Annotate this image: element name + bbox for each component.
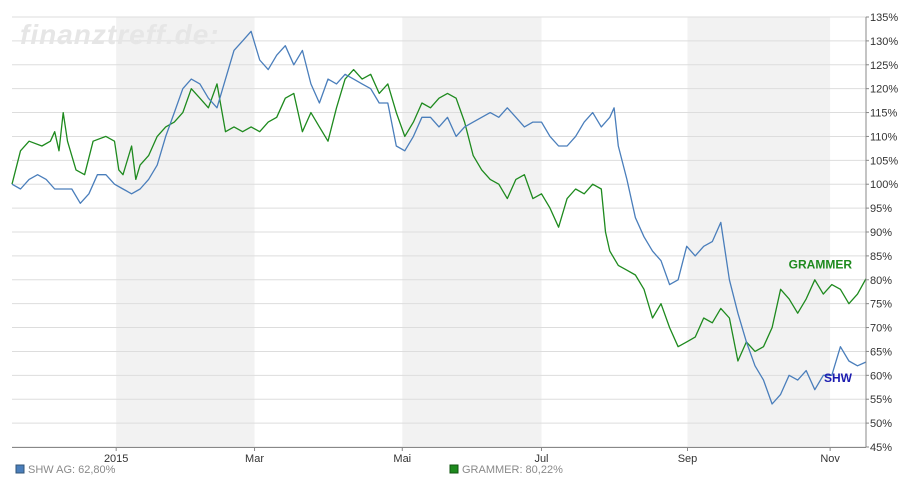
legend-label-shw: SHW AG: 62,80% (28, 464, 116, 476)
legend-label-grammer: GRAMMER: 80,22% (462, 464, 563, 476)
y-tick-label: 70% (870, 323, 892, 335)
y-tick-label: 65% (870, 346, 892, 358)
grid-lines (12, 16, 866, 448)
y-axis-ticks: 135% 130% 125% 120% 115% 110% 105% 100% 95% 90% 85… (866, 12, 898, 454)
y-tick-label: 125% (870, 60, 898, 72)
y-tick-label: 60% (870, 370, 892, 382)
y-tick-label: 135% (870, 12, 898, 24)
y-tick-label: 80% (870, 275, 892, 287)
series-line-shw (11, 30, 867, 405)
series-labels: GRAMMER SHW (789, 258, 853, 385)
x-tick-label: Sep (678, 453, 698, 465)
x-tick-label: Mar (245, 453, 264, 465)
series-label-shw: SHW (824, 371, 853, 385)
y-tick-label: 115% (870, 108, 898, 120)
y-tick-label: 50% (870, 418, 892, 430)
y-tick-label: 55% (870, 394, 892, 406)
y-tick-label: 120% (870, 84, 898, 96)
series-layer (11, 30, 867, 405)
y-tick-label: 90% (870, 227, 892, 239)
y-tick-label: 95% (870, 203, 892, 215)
x-tick-label: Nov (820, 453, 840, 465)
x-axis-ticks: 2015 Mar Mai Jul Sep Nov (104, 447, 840, 465)
watermark: finanztreff.de: (20, 19, 220, 50)
y-tick-label: 85% (870, 251, 892, 263)
x-tick-label: Mai (393, 453, 411, 465)
y-tick-label: 45% (870, 442, 892, 454)
legend-swatch-grammer (449, 464, 459, 474)
legend-swatch-shw (15, 464, 25, 474)
y-tick-label: 110% (870, 131, 898, 143)
y-tick-label: 75% (870, 299, 892, 311)
y-tick-label: 130% (870, 36, 898, 48)
y-tick-label: 100% (870, 179, 898, 191)
x-tick-label: Jul (534, 453, 548, 465)
y-tick-label: 105% (870, 155, 898, 167)
x-tick-label: 2015 (104, 453, 128, 465)
series-line-grammer (11, 68, 867, 362)
legend: SHW AG: 62,80% GRAMMER: 80,22% (15, 464, 563, 476)
series-label-grammer: GRAMMER (789, 258, 853, 272)
